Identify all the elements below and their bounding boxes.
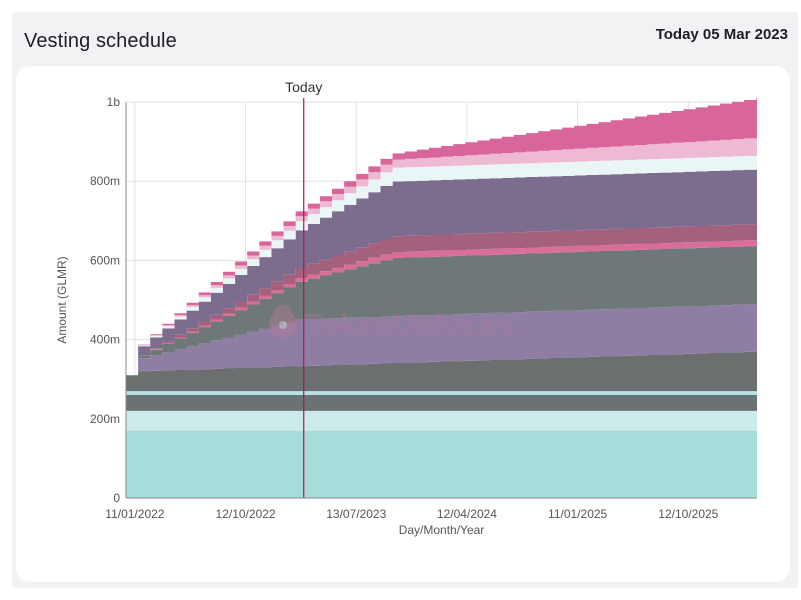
area-series-12 bbox=[126, 98, 757, 376]
tokenunlocks-watermark: TokenUnlocks. bbox=[269, 305, 522, 342]
y-tick-label: 400m bbox=[90, 333, 120, 347]
panel-title: Vesting schedule bbox=[24, 30, 177, 52]
y-tick-label: 600m bbox=[90, 253, 120, 267]
y-tick-label: 0 bbox=[113, 491, 120, 505]
y-tick-label: 1b bbox=[107, 95, 121, 109]
x-tick-label: 11/01/2025 bbox=[548, 507, 607, 521]
area-series-2 bbox=[126, 395, 757, 411]
area-series bbox=[126, 98, 757, 498]
area-series-4 bbox=[126, 351, 757, 392]
x-tick-label: 11/01/2022 bbox=[105, 507, 164, 521]
chart-card: TokenUnlocks. Today 0 200m 400m 600m 800m 1b 1… bbox=[16, 66, 790, 582]
area-series-3 bbox=[126, 391, 757, 396]
x-tick-label: 12/04/2024 bbox=[437, 507, 497, 521]
area-series-5 bbox=[126, 303, 757, 376]
vesting-panel: Vesting schedule Today 05 Mar 2023 Token… bbox=[12, 12, 798, 588]
vesting-chart[interactable]: TokenUnlocks. Today 0 200m 400m 600m 800m 1b 1… bbox=[16, 66, 790, 582]
today-marker: Today bbox=[285, 79, 322, 498]
x-tick-label: 12/10/2025 bbox=[658, 507, 718, 521]
area-series-11 bbox=[126, 137, 757, 376]
today-label: Today bbox=[285, 79, 322, 95]
area-series-1 bbox=[126, 410, 757, 431]
area-series-0 bbox=[126, 430, 757, 498]
area-series-6 bbox=[126, 245, 757, 376]
y-axis-title: Amount (GLMR) bbox=[55, 256, 69, 343]
y-tick-label: 800m bbox=[90, 174, 120, 188]
today-date-label: Today 05 Mar 2023 bbox=[655, 26, 788, 43]
x-tick-label: 12/10/2022 bbox=[216, 507, 276, 521]
x-tick-label: 13/07/2023 bbox=[326, 507, 386, 521]
x-axis-title: Day/Month/Year bbox=[399, 523, 485, 537]
area-series-9 bbox=[126, 169, 757, 376]
area-series-8 bbox=[126, 223, 757, 376]
area-series-10 bbox=[126, 155, 757, 376]
watermark-text: TokenUnlocks. bbox=[304, 307, 522, 342]
axes: 0 200m 400m 600m 800m 1b 11/01/2022 12/10/2022 1… bbox=[55, 95, 757, 537]
y-tick-label: 200m bbox=[90, 412, 120, 426]
